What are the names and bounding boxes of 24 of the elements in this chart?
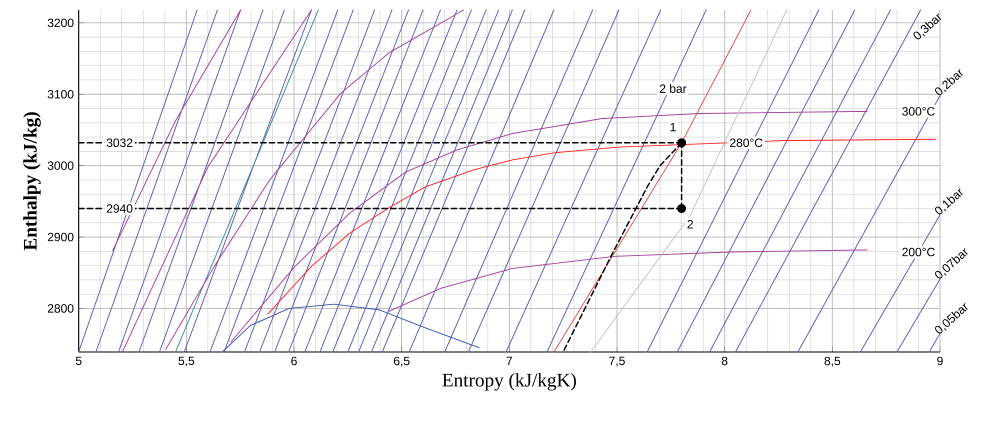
x-tick-label: 7 xyxy=(506,356,512,365)
x-tick-label: 5 xyxy=(76,356,82,366)
x-tick-label: 6 xyxy=(291,356,297,366)
annotation: 2940 xyxy=(106,204,132,213)
annotation: 1 xyxy=(670,122,676,132)
x-tick-label: 5,5 xyxy=(178,356,194,366)
y-tick-label: 3100 xyxy=(48,90,74,98)
annotation: 200°C xyxy=(902,248,935,256)
y-tick-label: 2800 xyxy=(48,304,74,313)
y-tick-label: 2900 xyxy=(48,232,74,242)
annotation: 3032 xyxy=(106,138,132,148)
x-tick-label: 8 xyxy=(722,356,728,366)
x-axis-title: Entropy (kJ/kgK) xyxy=(442,373,576,391)
y-tick-label: 3000 xyxy=(48,161,74,170)
annotation: 280°C xyxy=(730,138,762,148)
x-tick-label: 7,5 xyxy=(609,356,625,366)
x-tick-label: 6,5 xyxy=(394,356,410,367)
annotation: 2 xyxy=(687,220,693,228)
x-tick-label: 8,5 xyxy=(824,356,840,367)
annotation: 300°C xyxy=(902,107,935,116)
annotation: 2 bar xyxy=(660,84,686,93)
x-tick-label: 9 xyxy=(937,356,943,366)
y-tick-label: 3200 xyxy=(48,18,74,28)
y-axis-title: Enthalpy (kJ/kg) xyxy=(23,112,41,250)
